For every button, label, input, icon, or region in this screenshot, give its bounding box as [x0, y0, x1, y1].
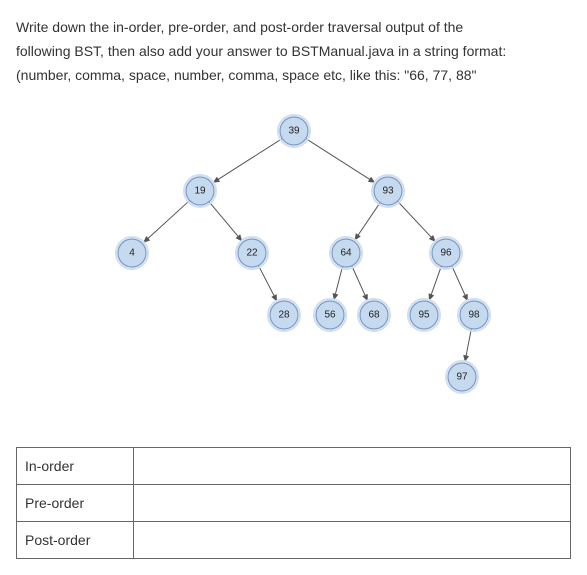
tree-edge: [451, 266, 467, 301]
tree-edge: [208, 202, 241, 241]
tree-node-label: 19: [194, 186, 206, 197]
table-row: Post-order: [17, 522, 571, 559]
tree-node: 93: [372, 175, 404, 207]
tree-edge: [354, 203, 379, 240]
traversal-label: Pre-order: [17, 485, 134, 522]
tree-node-label: 28: [278, 310, 290, 321]
tree-node-label: 93: [382, 186, 394, 197]
tree-edge: [213, 139, 282, 183]
tree-node: 28: [268, 299, 300, 331]
tree-node: 19: [184, 175, 216, 207]
tree-edge: [351, 266, 367, 301]
tree-edge: [258, 266, 276, 301]
traversal-label: In-order: [17, 448, 134, 485]
question-text: Write down the in-order, pre-order, and …: [16, 16, 571, 87]
tree-node: 68: [358, 299, 390, 331]
tree-node: 96: [430, 237, 462, 269]
tree-node-label: 97: [456, 372, 468, 383]
tree-node-label: 96: [440, 248, 452, 259]
tree-edge: [429, 267, 441, 301]
table-row: In-order: [17, 448, 571, 485]
tree-edge: [143, 201, 189, 243]
traversal-value: [134, 485, 571, 522]
tree-node: 56: [314, 299, 346, 331]
tree-node-label: 68: [368, 310, 380, 321]
tree-node-label: 98: [468, 310, 480, 321]
traversal-value: [134, 448, 571, 485]
tree-node: 64: [330, 237, 362, 269]
question-line-2: following BST, then also add your answer…: [16, 43, 506, 59]
tree-edge: [333, 267, 342, 300]
tree-edge: [465, 329, 471, 362]
tree-node-label: 64: [340, 248, 352, 259]
answer-table: In-orderPre-orderPost-order: [16, 447, 571, 559]
tree-edge: [397, 202, 435, 242]
tree-node: 4: [116, 237, 148, 269]
tree-node-label: 56: [324, 310, 336, 321]
tree-node-label: 4: [129, 248, 135, 259]
tree-node: 22: [236, 237, 268, 269]
tree-node: 95: [408, 299, 440, 331]
traversal-label: Post-order: [17, 522, 134, 559]
tree-node: 39: [278, 115, 310, 147]
tree-node-label: 39: [288, 126, 300, 137]
tree-node-label: 95: [418, 310, 430, 321]
tree-node-label: 22: [246, 248, 258, 259]
tree-edge: [305, 139, 374, 183]
tree-node: 97: [446, 361, 478, 393]
tree-node: 98: [458, 299, 490, 331]
question-line-3: (number, comma, space, number, comma, sp…: [16, 67, 476, 83]
bst-diagram: 39 19 93 4 22 64 96 28 56 68 95 98 97: [16, 107, 571, 407]
question-line-1: Write down the in-order, pre-order, and …: [16, 19, 463, 35]
table-row: Pre-order: [17, 485, 571, 522]
traversal-value: [134, 522, 571, 559]
bst-svg: 39 19 93 4 22 64 96 28 56 68 95 98 97: [74, 107, 514, 407]
